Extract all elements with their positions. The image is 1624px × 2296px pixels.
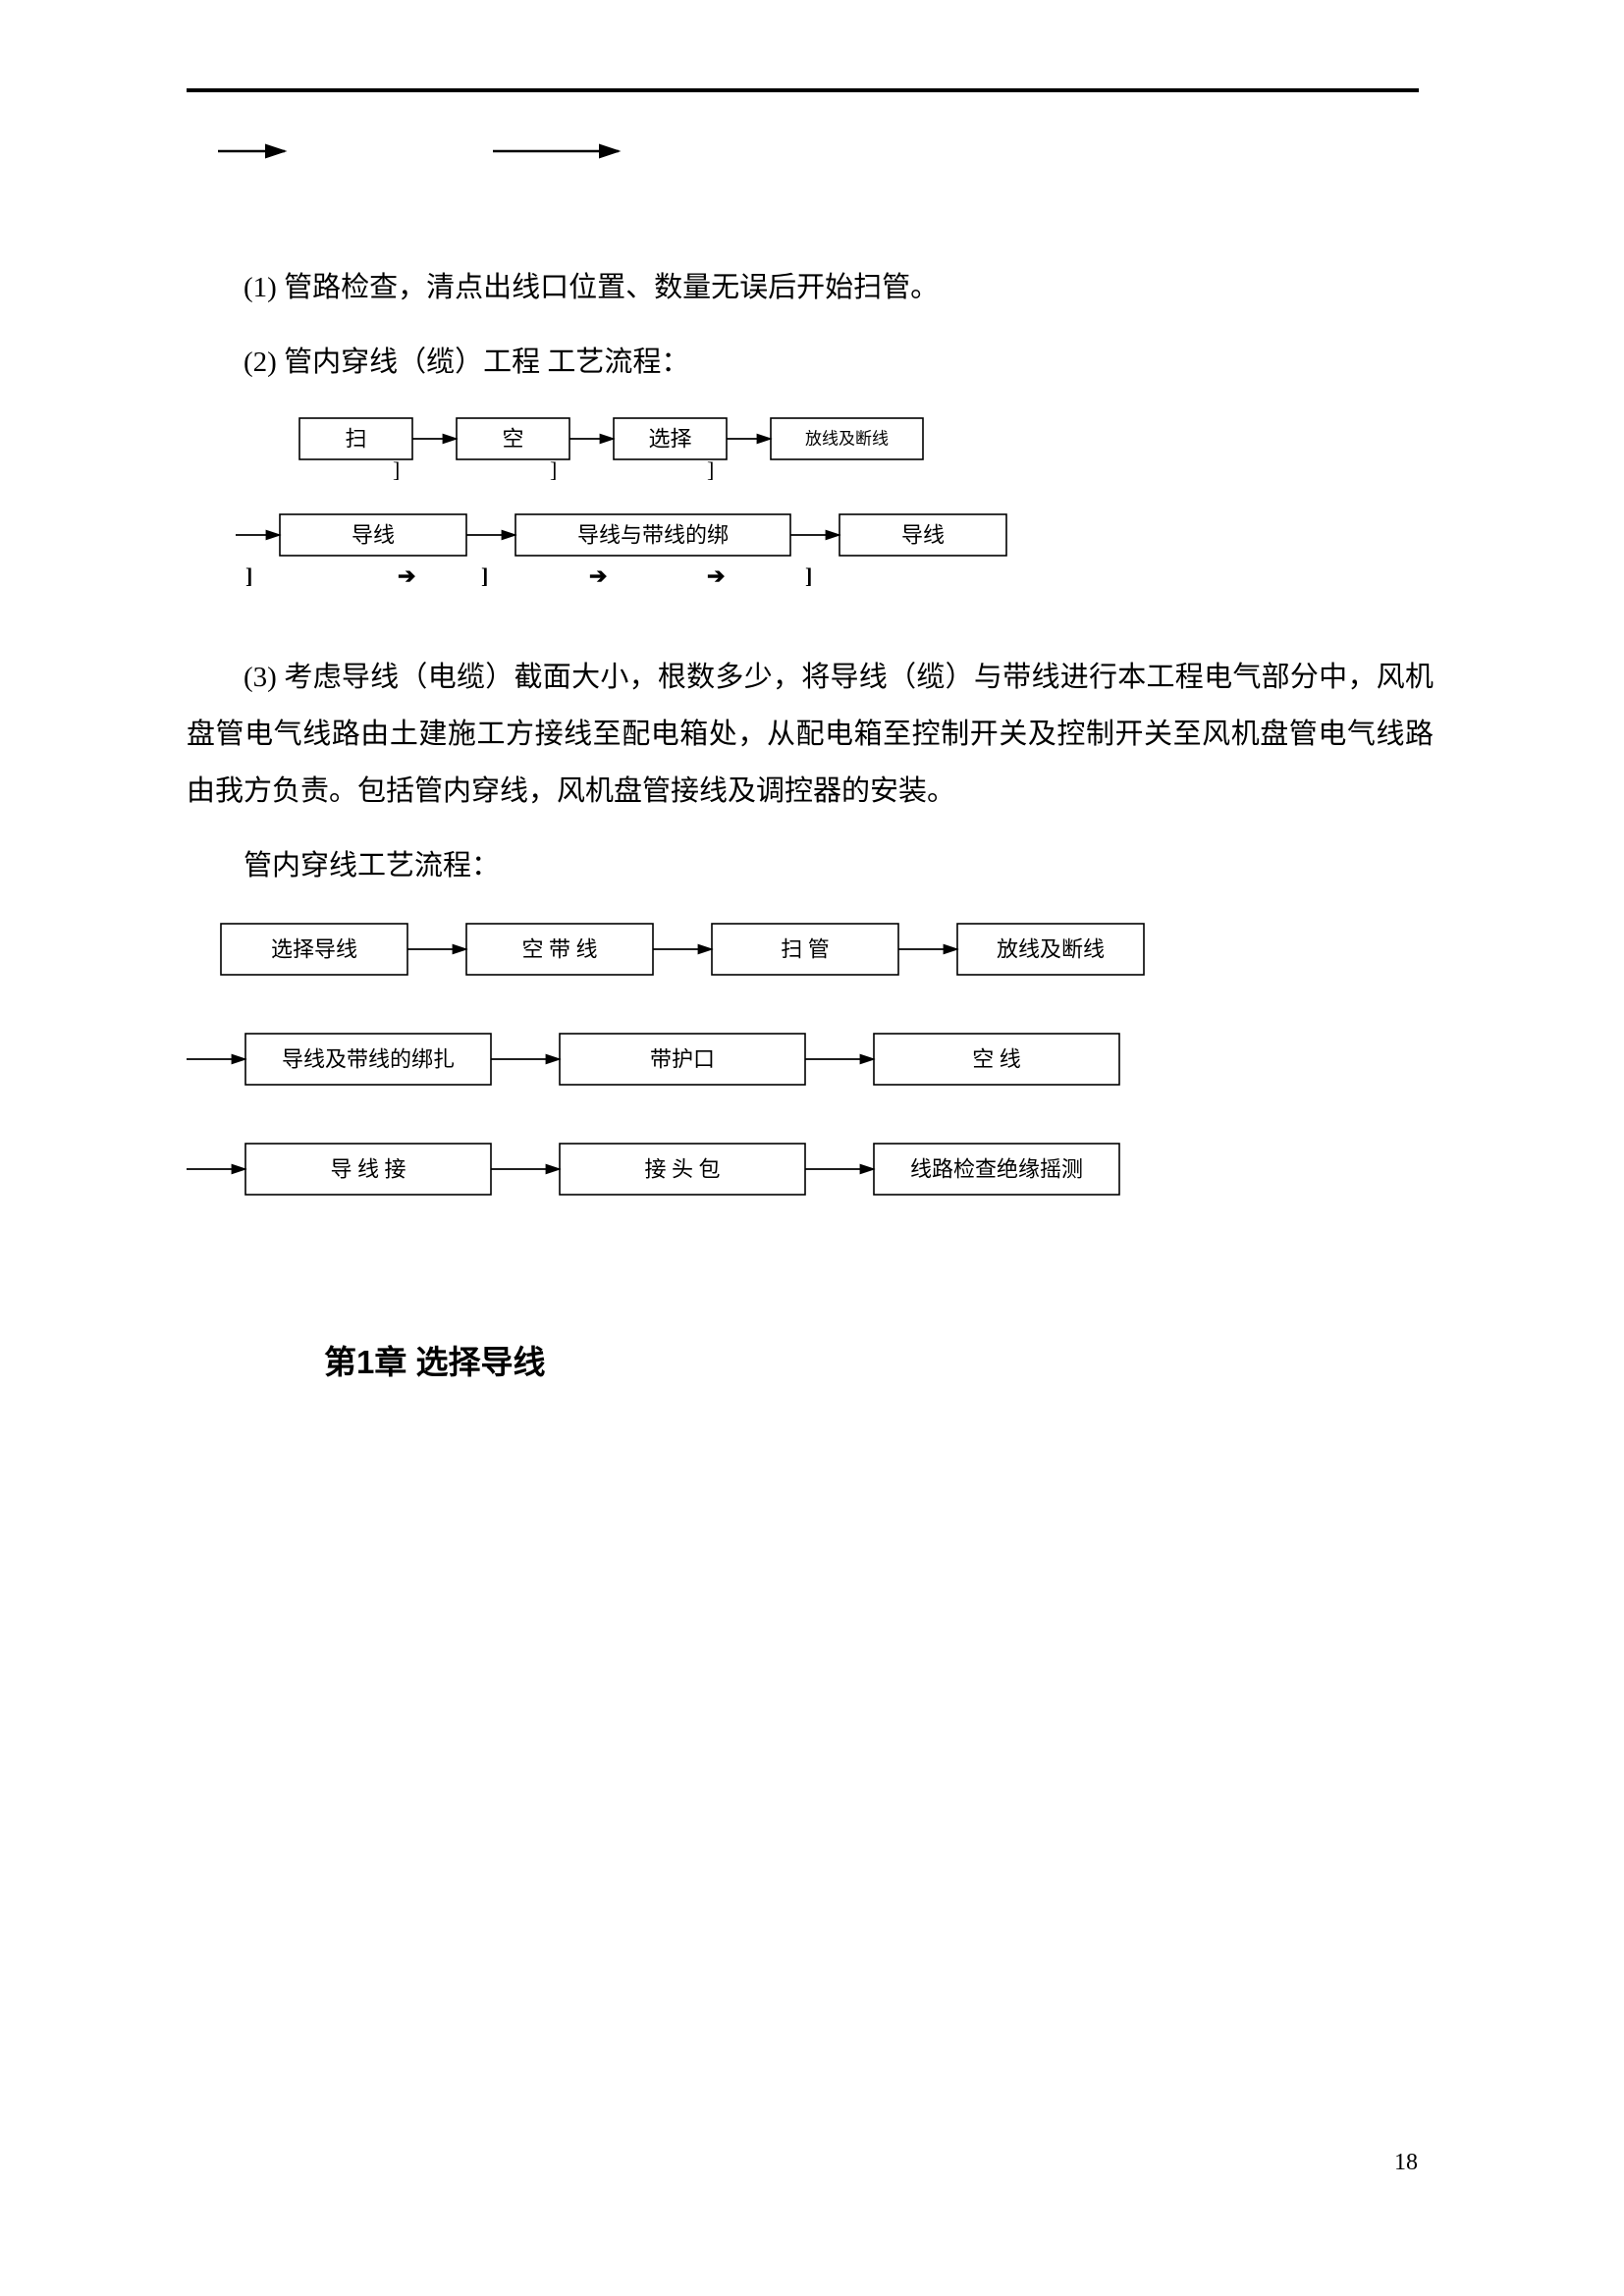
svg-text:]: ] xyxy=(707,457,714,482)
paragraph-4: 管内穿线工艺流程： xyxy=(187,837,1434,894)
svg-text:导 线 接: 导 线 接 xyxy=(330,1157,406,1182)
svg-text:]: ] xyxy=(481,563,488,588)
svg-text:放线及断线: 放线及断线 xyxy=(997,937,1105,962)
svg-text:]: ] xyxy=(550,457,557,482)
svg-text:线路检查绝缘摇测: 线路检查绝缘摇测 xyxy=(910,1157,1083,1182)
svg-text:➔: ➔ xyxy=(589,563,607,588)
svg-text:扫 管: 扫 管 xyxy=(781,937,830,962)
arrow-icon xyxy=(216,141,295,161)
flowchart-1: 扫 空 选择 放线及断线导线 导线与带线的绑 导线]]]] ➔] ➔ ➔] xyxy=(226,408,1031,590)
chapter-heading: 第1章 选择导线 xyxy=(324,1336,1434,1383)
svg-text:]: ] xyxy=(245,563,252,588)
svg-text:放线及断线: 放线及断线 xyxy=(805,430,889,449)
top-rule xyxy=(187,88,1419,92)
svg-text:]: ] xyxy=(805,563,812,588)
paragraph-1: (1) 管路检查，清点出线口位置、数量无误后开始扫管。 xyxy=(187,259,1434,316)
arrow-icon xyxy=(491,141,628,161)
svg-text:导线及带线的绑扎: 导线及带线的绑扎 xyxy=(282,1047,455,1072)
paragraph-3-text: (3) 考虑导线（电缆）截面大小，根数多少，将导线（缆）与带线进行本工程电气部分… xyxy=(187,662,1434,807)
svg-text:扫: 扫 xyxy=(345,427,366,452)
page-content: (1) 管路检查，清点出线口位置、数量无误后开始扫管。 (2) 管内穿线（缆）工… xyxy=(187,88,1434,1383)
svg-text:接 头 包: 接 头 包 xyxy=(644,1157,720,1182)
flowchart-2: 选择导线 空 带 线 扫 管 放线及断线导线及带线的绑扎 带护口 空 线导 线 接 接 头 … xyxy=(187,914,1168,1208)
svg-text:空 带 线: 空 带 线 xyxy=(521,937,597,962)
svg-text:]: ] xyxy=(393,457,400,482)
svg-text:空 线: 空 线 xyxy=(972,1047,1021,1072)
svg-text:导线与带线的绑: 导线与带线的绑 xyxy=(577,523,729,548)
top-arrow-row xyxy=(216,141,1434,161)
svg-text:➔: ➔ xyxy=(398,563,415,588)
svg-text:带护口: 带护口 xyxy=(650,1047,715,1072)
svg-text:导线: 导线 xyxy=(901,523,945,548)
svg-text:选择: 选择 xyxy=(648,427,691,452)
paragraph-2: (2) 管内穿线（缆）工程 工艺流程： xyxy=(187,334,1434,391)
svg-text:选择导线: 选择导线 xyxy=(271,937,357,962)
page-number: 18 xyxy=(1394,2150,1418,2176)
svg-text:空: 空 xyxy=(502,427,523,452)
svg-text:导线: 导线 xyxy=(352,523,395,548)
paragraph-3: (3) 考虑导线（电缆）截面大小，根数多少，将导线（缆）与带线进行本工程电气部分… xyxy=(187,649,1434,820)
svg-text:➔: ➔ xyxy=(707,563,725,588)
